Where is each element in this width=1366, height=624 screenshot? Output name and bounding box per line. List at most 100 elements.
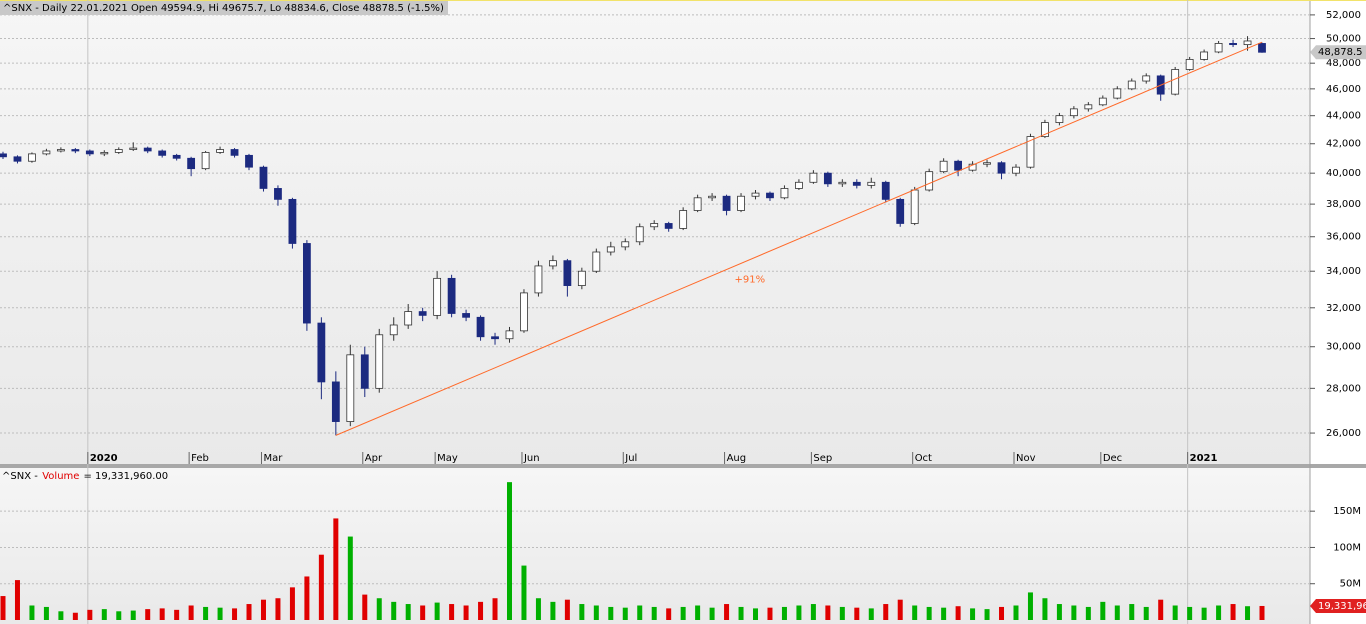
volume-bar <box>203 606 209 620</box>
y-tick-label: 52,000 <box>1326 10 1361 21</box>
candle-body <box>433 277 442 316</box>
volume-bar <box>101 609 107 620</box>
volume-bar <box>926 606 932 620</box>
x-tick-label: Apr <box>365 453 383 464</box>
y-tick-label: 34,000 <box>1326 266 1361 277</box>
candle-body <box>1200 51 1209 60</box>
volume-bar <box>246 604 252 620</box>
candle-body <box>129 147 138 150</box>
candle-body <box>737 195 745 211</box>
price-title: ^SNX - Daily 22.01.2021 Open 49594.9, Hi… <box>3 3 444 14</box>
volume-bar <box>1071 605 1077 620</box>
volume-bar <box>1042 598 1048 620</box>
candle-body <box>100 152 109 155</box>
candle-body <box>259 166 268 189</box>
x-tick-label: 2020 <box>90 453 118 464</box>
candle-body <box>1084 104 1093 110</box>
volume-bar <box>333 518 339 620</box>
y-tick-label: 40,000 <box>1326 168 1361 179</box>
candle-body <box>1127 80 1136 90</box>
volume-bar <box>593 605 599 620</box>
volume-bar <box>159 608 165 620</box>
volume-bar <box>897 599 903 620</box>
candle-body <box>216 149 224 153</box>
volume-bar <box>1143 606 1149 620</box>
y-tick-label: 44,000 <box>1326 111 1361 122</box>
candle-body <box>85 150 94 155</box>
y-tick-label: 36,000 <box>1326 232 1361 243</box>
volume-bar <box>58 611 64 620</box>
candle-body <box>447 277 456 314</box>
y-tick-label: 38,000 <box>1326 199 1361 210</box>
candle-body <box>1012 166 1020 174</box>
volume-bar <box>318 554 324 620</box>
volume-bar <box>709 607 715 620</box>
volume-bar <box>347 536 353 620</box>
volume-bar <box>116 611 122 620</box>
volume-bar <box>941 607 947 620</box>
y-tick-label: 100M <box>1333 542 1361 553</box>
candle-body <box>838 181 847 185</box>
candle-body <box>71 149 80 152</box>
volume-bar <box>666 608 672 620</box>
volume-title: ^SNX - <box>2 471 38 482</box>
candle-body <box>997 162 1006 174</box>
volume-bar <box>999 606 1005 620</box>
candle-body <box>751 192 760 197</box>
volume-bar <box>304 576 310 620</box>
candle-body <box>158 150 167 156</box>
trendline-label: +91% <box>735 275 766 286</box>
volume-bar <box>883 604 889 620</box>
volume-bar <box>839 606 845 620</box>
volume-bar <box>912 605 918 620</box>
volume-bar <box>550 601 556 620</box>
candle-body <box>505 330 514 340</box>
volume-bar <box>1129 604 1135 620</box>
candle-body <box>896 198 905 224</box>
x-tick-label: Jul <box>624 453 637 464</box>
candle-body <box>606 246 615 253</box>
volume-bar <box>232 608 238 620</box>
candle-body <box>679 210 688 229</box>
title-box <box>0 1 448 15</box>
volume-bar <box>405 604 411 620</box>
candle-body <box>563 260 572 286</box>
volume-bar <box>420 605 426 620</box>
volume-bar <box>376 598 382 620</box>
volume-title-value: = 19,331,960.00 <box>83 471 168 482</box>
candle-body <box>1113 88 1122 99</box>
candle-body <box>983 162 991 165</box>
volume-bar <box>651 606 657 620</box>
volume-bar <box>1259 605 1265 620</box>
candle-body <box>1243 40 1252 46</box>
volume-bar <box>362 594 368 620</box>
candle-body <box>1026 136 1035 168</box>
candle-body <box>274 188 282 200</box>
candle-body <box>1142 75 1151 82</box>
y-tick-label: 32,000 <box>1326 303 1361 314</box>
candle-body <box>925 171 934 191</box>
volume-bar <box>1056 604 1062 620</box>
candle-body <box>635 226 644 243</box>
volume-bar <box>217 607 223 620</box>
candle-body <box>317 322 326 383</box>
volume-bar <box>1216 605 1222 620</box>
candle-body <box>664 223 673 229</box>
candle-body <box>491 336 499 340</box>
y-tick-label: 50M <box>1340 579 1361 590</box>
volume-bar <box>608 606 614 620</box>
x-tick-label: Nov <box>1016 453 1036 464</box>
candle-body <box>693 197 702 211</box>
volume-bar <box>622 607 628 620</box>
candle-body <box>13 156 22 162</box>
volume-bar <box>810 604 816 620</box>
volume-bar <box>145 609 151 620</box>
candle-body <box>1098 97 1107 106</box>
candle-body <box>360 354 369 389</box>
volume-bar <box>781 606 787 620</box>
trendline <box>335 41 1263 436</box>
candle-body <box>245 154 253 168</box>
volume-bar <box>579 604 585 620</box>
volume-bar <box>680 606 686 620</box>
